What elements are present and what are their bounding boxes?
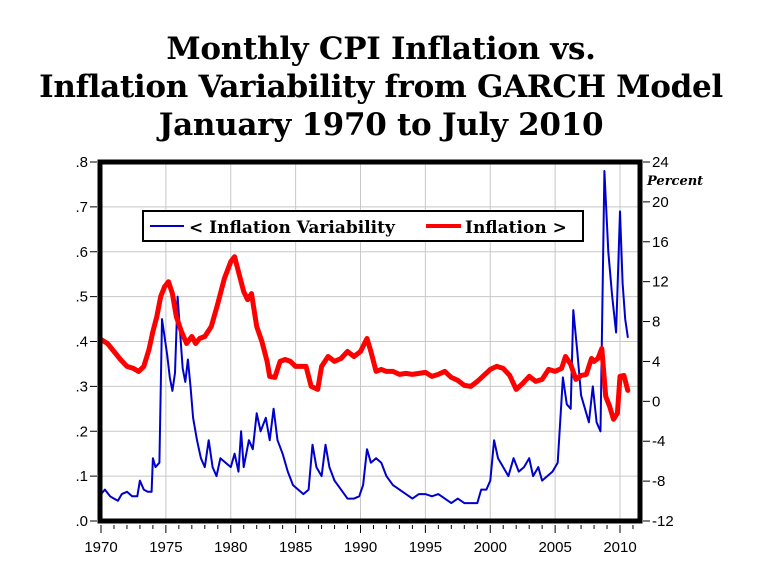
left-axis-tick-label: .7: [75, 199, 88, 216]
x-axis-tick-label: 2005: [538, 539, 571, 556]
chart-title-line-2: Inflation Variability from GARCH Model: [39, 69, 723, 105]
plot-frame: [97, 159, 643, 524]
left-axis-tick-label: .0: [75, 513, 88, 530]
left-axis-tick-label: .2: [75, 423, 88, 440]
x-axis-tick-label: 2010: [603, 539, 636, 556]
right-axis-tick-label: -8: [652, 473, 665, 490]
right-axis-tick-label: 20: [652, 194, 669, 211]
series-layer: [98, 170, 631, 505]
right-axis-tick-label: -12: [652, 513, 674, 530]
legend-box: [142, 210, 584, 242]
legend-label-inflation-variability: < Inflation Variability: [189, 218, 396, 238]
legend: < Inflation Variability Inflation >: [142, 210, 584, 242]
chart-title: Monthly CPI Inflation vs. Inflation Vari…: [0, 30, 762, 144]
right-axis-tick-label: 4: [652, 353, 660, 370]
series-line-inflation-variability: [100, 170, 629, 505]
left-axis-tick-label: .5: [75, 289, 88, 306]
left-axis-tick-label: .4: [75, 334, 88, 351]
right-axis-tick-label: 8: [652, 314, 660, 331]
right-axis-tick-label: 0: [652, 393, 660, 410]
chart-title-line-1: Monthly CPI Inflation vs.: [166, 31, 596, 67]
legend-label-inflation: Inflation >: [465, 218, 567, 238]
left-axis: .0 .1 .2 .3 .4 .5 .6 .7 .8: [75, 154, 97, 530]
right-axis-tick-label: 16: [652, 234, 669, 251]
series-line-inflation: [98, 254, 631, 422]
right-axis-tick-label: 24: [652, 154, 669, 171]
right-axis-unit-label: Percent: [646, 174, 703, 189]
left-axis-tick-label: .1: [75, 468, 88, 485]
x-axis-tick-label: 1985: [279, 539, 312, 556]
x-axis-tick-label: 2000: [474, 539, 507, 556]
right-axis: -12 -8 -4 0 4 8 12 16 20 24: [643, 154, 674, 530]
x-axis: 1970 1975 1980 1985 1990 1995 2000 2005 2010: [84, 525, 637, 556]
x-axis-tick-label: 1990: [344, 539, 377, 556]
left-axis-tick-label: .3: [75, 378, 88, 395]
left-axis-tick-label: .6: [75, 244, 88, 261]
right-axis-tick-label: -4: [652, 433, 665, 450]
chart-title-line-3: January 1970 to July 2010: [158, 107, 604, 143]
x-axis-tick-label: 1980: [214, 539, 247, 556]
x-axis-tick-label: 1970: [84, 539, 117, 556]
right-axis-tick-label: 12: [652, 274, 669, 291]
x-axis-tick-label: 1975: [149, 539, 182, 556]
x-axis-tick-label: 1995: [409, 539, 442, 556]
left-axis-tick-label: .8: [75, 154, 88, 171]
